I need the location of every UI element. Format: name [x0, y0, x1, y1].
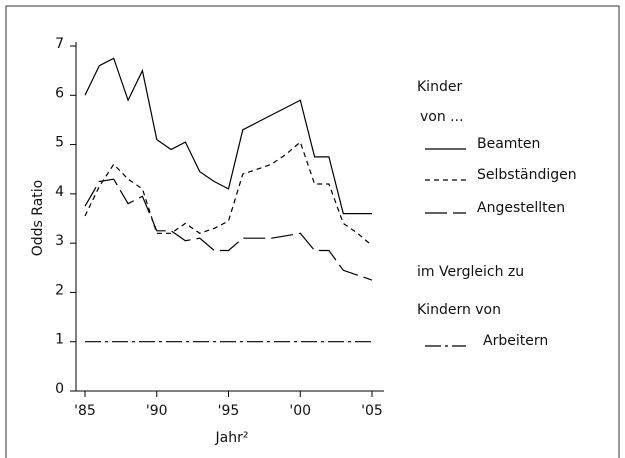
x-axis-label: Jahr²: [215, 430, 249, 446]
legend-heading: Kinder: [417, 79, 462, 95]
x-tick-label: '05: [361, 403, 383, 419]
y-tick-label: 6: [55, 85, 64, 101]
frame: [5, 5, 620, 458]
x-tick-label: '90: [146, 403, 168, 419]
y-tick-label: 0: [55, 381, 64, 397]
series-line: [84, 57, 372, 215]
y-tick-label: 4: [55, 184, 64, 200]
legend-label: Arbeitern: [483, 333, 548, 349]
x-tick-label: '85: [74, 403, 96, 419]
y-tick-label: 2: [55, 282, 64, 298]
legend-note: Kindern von: [417, 302, 501, 318]
legend-label: Beamten: [477, 136, 540, 152]
y-tick-label: 5: [55, 135, 64, 151]
legend-note: im Vergleich zu: [417, 264, 524, 280]
series-line: [84, 178, 373, 281]
series-line: [84, 141, 373, 247]
y-tick-label: 3: [55, 233, 64, 249]
y-tick-label: 7: [55, 36, 64, 52]
x-tick-label: '95: [218, 403, 240, 419]
legend-subheading: von ...: [420, 109, 464, 125]
y-tick-label: 1: [55, 332, 64, 348]
legend-label: Angestellten: [477, 200, 565, 216]
legend-label: Selbständigen: [477, 167, 577, 183]
y-axis-label: Odds Ratio: [30, 180, 46, 256]
x-tick-label: '00: [289, 403, 311, 419]
